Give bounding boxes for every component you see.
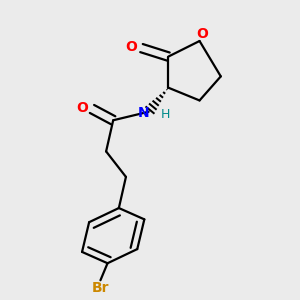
Text: Br: Br (92, 281, 109, 295)
Text: O: O (196, 27, 208, 41)
Text: H: H (160, 107, 170, 121)
Text: O: O (76, 100, 88, 115)
Text: O: O (126, 40, 137, 54)
Text: N: N (138, 106, 149, 120)
